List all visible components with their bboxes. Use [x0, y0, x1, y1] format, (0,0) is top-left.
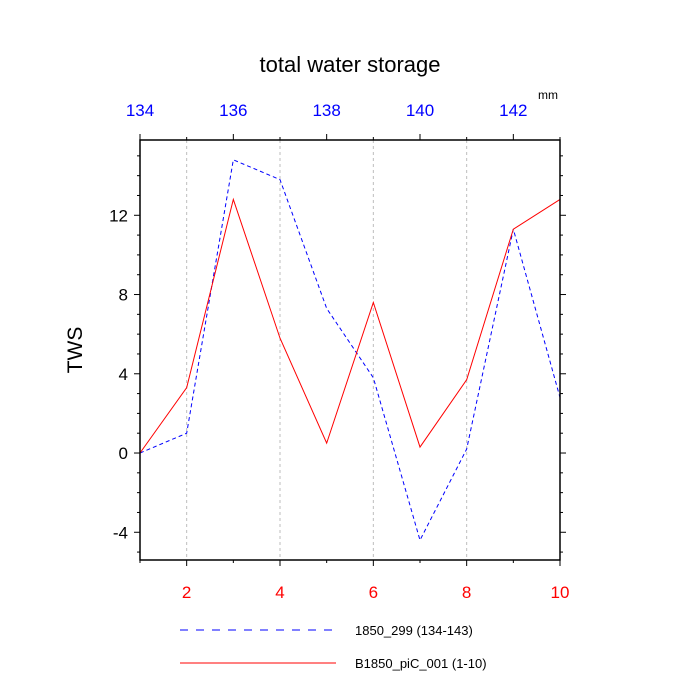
x-top-tick-label: 136 [219, 101, 247, 120]
x-bottom-tick-label: 2 [182, 583, 191, 602]
y-tick-label: -4 [113, 523, 128, 542]
axes: -4 0 4 8 12 2 4 6 8 10 134 136 138 140 142 [109, 101, 569, 602]
x-bottom-tick-label: 6 [369, 583, 378, 602]
grid-lines [186, 140, 468, 560]
x-top-tick-label: 138 [312, 101, 340, 120]
x-top-tick-label: 140 [406, 101, 434, 120]
legend-label-2: B1850_piC_001 (1-10) [355, 656, 487, 671]
x-top-tick-label: 134 [126, 101, 154, 120]
units-label: mm [538, 88, 558, 102]
x-bottom-tick-label: 4 [275, 583, 284, 602]
chart-title: total water storage [260, 52, 441, 77]
x-top-tick-label: 142 [499, 101, 527, 120]
legend-label-1: 1850_299 (134-143) [355, 623, 473, 638]
x-bottom-tick-label: 8 [462, 583, 471, 602]
series-line-1 [139, 159, 561, 542]
y-tick-label: 4 [119, 365, 128, 384]
plot-frame [139, 139, 561, 561]
series-lines [139, 159, 561, 542]
legend: 1850_299 (134-143) B1850_piC_001 (1-10) [180, 623, 487, 671]
x-bottom-tick-label: 10 [551, 583, 570, 602]
y-tick-label: 8 [119, 286, 128, 305]
y-tick-label: 12 [109, 206, 128, 225]
y-axis-label: TWS [64, 327, 87, 374]
series-line-2 [139, 197, 561, 454]
y-tick-label: 0 [119, 444, 128, 463]
